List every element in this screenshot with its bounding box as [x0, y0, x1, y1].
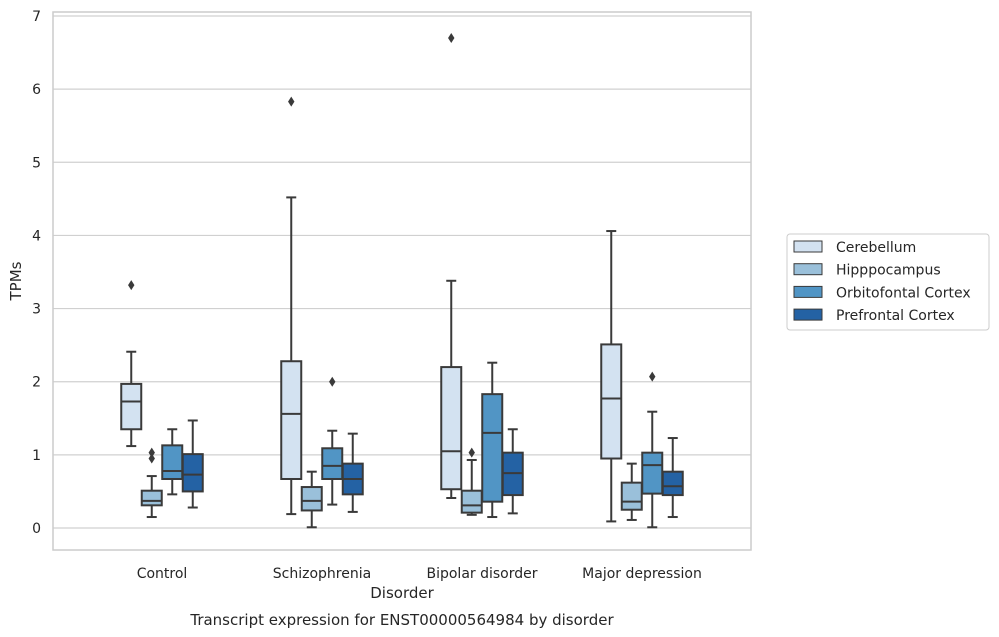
x-tick-label: Major depression: [582, 566, 702, 582]
y-tick-label: 0: [32, 521, 41, 537]
legend-label: Orbitofontal Cortex: [836, 285, 971, 301]
outlier-point: [148, 453, 155, 464]
x-tick-label: Schizophrenia: [273, 566, 371, 582]
legend-swatch: [793, 308, 823, 321]
box: [321, 376, 344, 506]
x-axis-ticks: Control Schizophrenia Bipolar disorder Majo…: [137, 566, 702, 582]
box: [140, 447, 163, 519]
box-body: [620, 481, 643, 511]
box-body: [280, 360, 303, 480]
box-body: [641, 451, 664, 495]
box-body: [120, 382, 143, 431]
x-tick-label: Control: [137, 566, 188, 582]
y-tick-label: 2: [32, 375, 41, 391]
y-axis-label: TPMs: [7, 261, 25, 301]
y-tick-label: 6: [32, 82, 41, 98]
box: [341, 432, 364, 513]
legend-label: Hipppocampus: [836, 263, 941, 279]
box-body: [181, 453, 204, 493]
box: [181, 419, 204, 509]
box: [280, 96, 303, 516]
box-body: [140, 489, 163, 507]
x-axis-label: Disorder: [370, 584, 434, 602]
outlier-point: [128, 280, 135, 291]
box: [460, 447, 483, 516]
box-body: [600, 343, 623, 460]
series-0: [120, 32, 623, 523]
y-tick-label: 7: [32, 9, 41, 25]
box-body: [481, 393, 504, 503]
legend-swatch: [793, 263, 823, 276]
box-body: [161, 444, 184, 480]
legend-frame: [786, 233, 990, 331]
outlier-point: [468, 447, 475, 458]
box-body: [661, 470, 684, 497]
y-axis-ticks: 0 1 2 3 4 5 6 7: [32, 9, 41, 537]
box-body: [300, 486, 323, 512]
box: [300, 470, 323, 529]
box-body: [440, 366, 463, 491]
outlier-point: [288, 96, 295, 107]
legend-label: Cerebellum: [836, 240, 916, 256]
box: [600, 230, 623, 523]
box: [120, 280, 143, 448]
box-body: [321, 447, 344, 480]
plot-area-frame: [52, 11, 752, 551]
outlier-point: [448, 32, 455, 43]
legend-label: Prefrontal Cortex: [836, 308, 955, 324]
legend-swatch: [793, 285, 823, 298]
box: [501, 428, 524, 515]
y-tick-label: 5: [32, 155, 41, 171]
x-tick-label: Bipolar disorder: [426, 566, 537, 582]
box: [620, 462, 643, 521]
outlier-point: [329, 376, 336, 387]
legend: Cerebellum Hipppocampus Orbitofontal Corte…: [786, 233, 990, 331]
y-tick-label: 3: [32, 302, 41, 318]
y-tick-label: 1: [32, 448, 41, 464]
box-series: [120, 32, 684, 529]
outlier-point: [649, 371, 656, 382]
chart-caption: Transcript expression for ENST0000056498…: [189, 611, 614, 629]
series-3: [181, 419, 684, 519]
box: [481, 361, 504, 519]
series-1: [140, 447, 643, 529]
outlier-point: [148, 447, 155, 458]
box: [661, 437, 684, 519]
box: [440, 32, 463, 500]
box-body: [460, 489, 483, 514]
legend-swatch: [793, 240, 823, 253]
y-tick-label: 4: [32, 228, 41, 244]
